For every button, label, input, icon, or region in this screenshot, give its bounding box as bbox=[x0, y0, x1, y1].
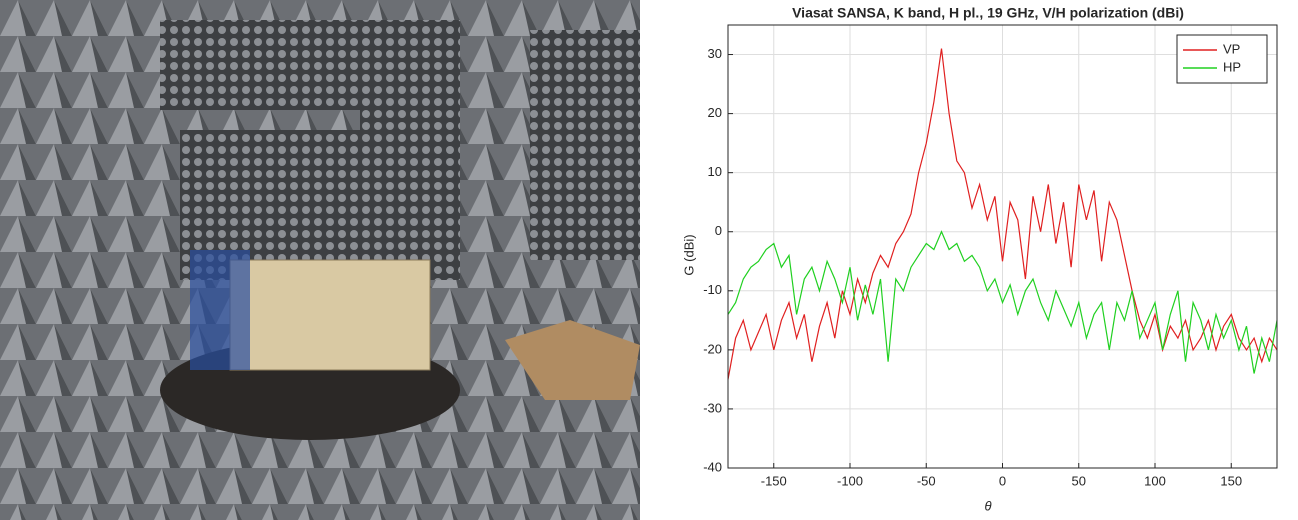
x-tick-label: -50 bbox=[917, 473, 936, 488]
x-tick-label: 0 bbox=[999, 473, 1006, 488]
y-tick-label: 0 bbox=[715, 223, 722, 238]
y-tick-label: -30 bbox=[703, 400, 722, 415]
photo bbox=[0, 0, 640, 520]
y-tick-label: -20 bbox=[703, 341, 722, 356]
y-tick-label: 10 bbox=[708, 164, 722, 179]
x-tick-label: 150 bbox=[1220, 473, 1242, 488]
y-tick-label: 20 bbox=[708, 105, 722, 120]
y-axis-label: G (dBi) bbox=[681, 234, 696, 275]
y-tick-label: 30 bbox=[708, 46, 722, 61]
series-line bbox=[727, 230, 1278, 374]
x-tick-label: 100 bbox=[1144, 473, 1166, 488]
axes-box bbox=[727, 24, 1278, 469]
chart-title: Viasat SANSA, K band, H pl., 19 GHz, V/H… bbox=[792, 5, 1184, 21]
y-tick-label: -10 bbox=[703, 282, 722, 297]
x-tick-label: 50 bbox=[1072, 473, 1086, 488]
y-tick-label: -40 bbox=[703, 459, 722, 474]
legend-label: VP bbox=[1223, 41, 1240, 56]
x-tick-label: -100 bbox=[837, 473, 863, 488]
chart: Viasat SANSA, K band, H pl., 19 GHz, V/H… bbox=[681, 5, 1278, 513]
legend-box bbox=[1176, 34, 1268, 84]
series-line bbox=[727, 48, 1278, 380]
legend-label: HP bbox=[1223, 59, 1241, 74]
x-axis-label: θ bbox=[984, 498, 991, 513]
x-tick-label: -150 bbox=[761, 473, 787, 488]
